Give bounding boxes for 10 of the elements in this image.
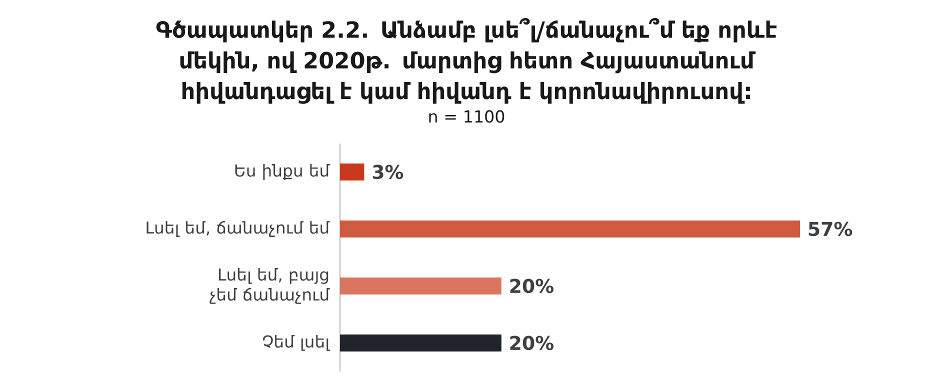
data-label: 20% <box>510 336 554 350</box>
y-tick-label: Չեմ լսել <box>262 335 330 351</box>
data-label: 57% <box>808 222 852 236</box>
y-tick-label: Ես ինքս եմ <box>235 164 330 180</box>
data-label: 3% <box>372 164 404 180</box>
y-tick-label: Լսել եմ, բայց չեմ ճանաչում <box>210 268 330 304</box>
data-label: 20% <box>510 278 554 294</box>
y-tick-label: Լսել եմ, ճանաչում եմ <box>146 220 330 237</box>
chart-subtitle: n = 1100 <box>429 110 504 123</box>
chart-title: Գծապատկեր 2.2. Անձամբ լսե՞լ/ճանաչու՞մ եք որևէ մեկին, ով 2020թ. մարտից հետո Հայաստանում հիվանդացել է կամ հիվանդ է կորոնավիրուսով: <box>156 18 777 104</box>
